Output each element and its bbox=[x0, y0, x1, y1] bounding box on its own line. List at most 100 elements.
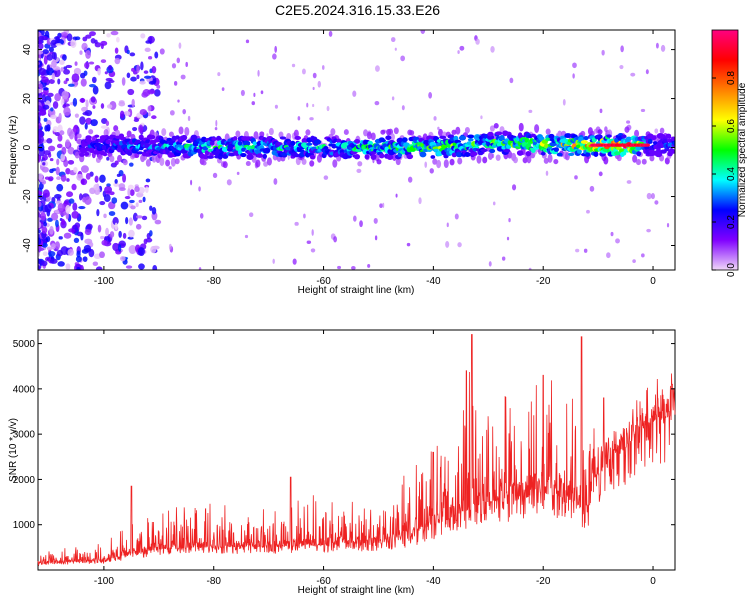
noise-blob bbox=[135, 202, 139, 208]
noise-blob bbox=[143, 75, 152, 79]
ridge-blob bbox=[419, 151, 427, 158]
ridge-blob bbox=[367, 140, 373, 146]
noise-blob bbox=[48, 145, 56, 152]
noise-blob bbox=[38, 43, 44, 50]
noise-blob bbox=[118, 244, 122, 252]
noise-blob bbox=[38, 247, 45, 252]
ridge-halo bbox=[97, 153, 103, 160]
noise-blob bbox=[294, 221, 299, 226]
noise-blob bbox=[38, 237, 42, 246]
noise-blob bbox=[337, 265, 342, 270]
ridge-halo bbox=[409, 130, 415, 136]
noise-blob bbox=[92, 85, 99, 95]
noise-blob bbox=[198, 186, 201, 192]
ridge-halo bbox=[293, 129, 299, 138]
ridge-blob bbox=[336, 138, 342, 144]
noise-blob bbox=[54, 241, 60, 250]
noise-blob bbox=[406, 242, 411, 247]
ridge-blob bbox=[495, 131, 503, 136]
y-tick-label: 0 bbox=[22, 144, 33, 150]
ridge-halo bbox=[495, 154, 501, 161]
noise-blob bbox=[630, 72, 636, 77]
noise-blob bbox=[62, 54, 67, 61]
noise-blob bbox=[169, 110, 175, 116]
noise-blob bbox=[107, 64, 113, 71]
ridge-blob bbox=[489, 148, 496, 154]
ridge-halo bbox=[443, 159, 449, 169]
noise-blob bbox=[42, 87, 49, 91]
x-tick-label: -40 bbox=[426, 276, 441, 287]
noise-blob bbox=[626, 180, 632, 184]
noise-blob bbox=[71, 210, 79, 219]
noise-blob bbox=[251, 101, 256, 106]
noise-blob bbox=[133, 118, 140, 122]
colorbar-tick-label: 0.4 bbox=[726, 167, 737, 181]
noise-blob bbox=[46, 124, 51, 132]
ridge-blob bbox=[345, 154, 352, 159]
noise-blob bbox=[46, 236, 51, 243]
noise-blob bbox=[511, 184, 517, 191]
noise-blob bbox=[99, 251, 105, 259]
noise-blob bbox=[650, 192, 655, 200]
noise-blob bbox=[38, 80, 41, 85]
noise-blob bbox=[428, 92, 433, 99]
noise-blob bbox=[151, 207, 157, 215]
ridge-blob bbox=[202, 154, 209, 160]
noise-blob bbox=[103, 194, 111, 203]
ridge-blob bbox=[401, 137, 408, 143]
ridge-blob bbox=[232, 136, 238, 141]
x-tick-label: -60 bbox=[316, 576, 331, 587]
noise-blob bbox=[215, 119, 218, 127]
ridge-halo bbox=[534, 124, 540, 133]
ridge-blob bbox=[540, 151, 546, 156]
noise-blob bbox=[610, 231, 614, 237]
noise-blob bbox=[273, 178, 278, 185]
noise-blob bbox=[63, 69, 71, 75]
noise-blob bbox=[654, 128, 659, 134]
ridge-halo bbox=[165, 159, 171, 167]
spectrogram-border bbox=[37, 29, 676, 271]
noise-blob bbox=[126, 49, 130, 55]
ridge-halo bbox=[603, 156, 609, 165]
noise-blob bbox=[74, 36, 81, 41]
noise-blob bbox=[85, 99, 89, 108]
noise-blob bbox=[641, 253, 645, 258]
noise-blob bbox=[90, 96, 96, 103]
ridge-blob bbox=[309, 154, 316, 160]
noise-blob bbox=[105, 227, 109, 236]
noise-blob bbox=[129, 199, 135, 204]
ridge-blob bbox=[294, 135, 302, 141]
noise-blob bbox=[88, 61, 95, 65]
ridge-blob bbox=[158, 136, 164, 141]
y-tick-label: 5000 bbox=[13, 339, 36, 350]
noise-blob bbox=[54, 93, 61, 102]
noise-blob bbox=[445, 240, 450, 248]
noise-blob bbox=[48, 46, 54, 53]
ridge-blob bbox=[385, 135, 392, 141]
noise-blob bbox=[80, 72, 86, 79]
noise-blob bbox=[260, 90, 264, 95]
ridge-blob bbox=[665, 133, 672, 138]
noise-blob bbox=[67, 159, 75, 165]
noise-blob bbox=[57, 261, 65, 267]
x-tick-label: -80 bbox=[206, 576, 221, 587]
noise-blob bbox=[244, 234, 249, 239]
ridge-halo bbox=[138, 124, 144, 134]
noise-blob bbox=[67, 83, 75, 87]
ridge-halo bbox=[553, 159, 559, 165]
noise-blob bbox=[139, 109, 147, 116]
noise-blob bbox=[38, 50, 44, 55]
noise-blob bbox=[598, 171, 603, 177]
ridge-halo bbox=[161, 128, 167, 137]
noise-blob bbox=[41, 226, 48, 234]
ridge-blob bbox=[277, 142, 282, 147]
ridge-blob bbox=[138, 134, 144, 139]
noise-blob bbox=[66, 33, 73, 42]
ridge-halo bbox=[634, 129, 640, 138]
noise-blob bbox=[106, 33, 111, 38]
noise-blob bbox=[41, 76, 49, 83]
ridge-halo bbox=[145, 159, 151, 167]
noise-blob bbox=[152, 265, 158, 270]
noise-blob bbox=[79, 116, 86, 125]
ridge-halo bbox=[65, 139, 71, 148]
